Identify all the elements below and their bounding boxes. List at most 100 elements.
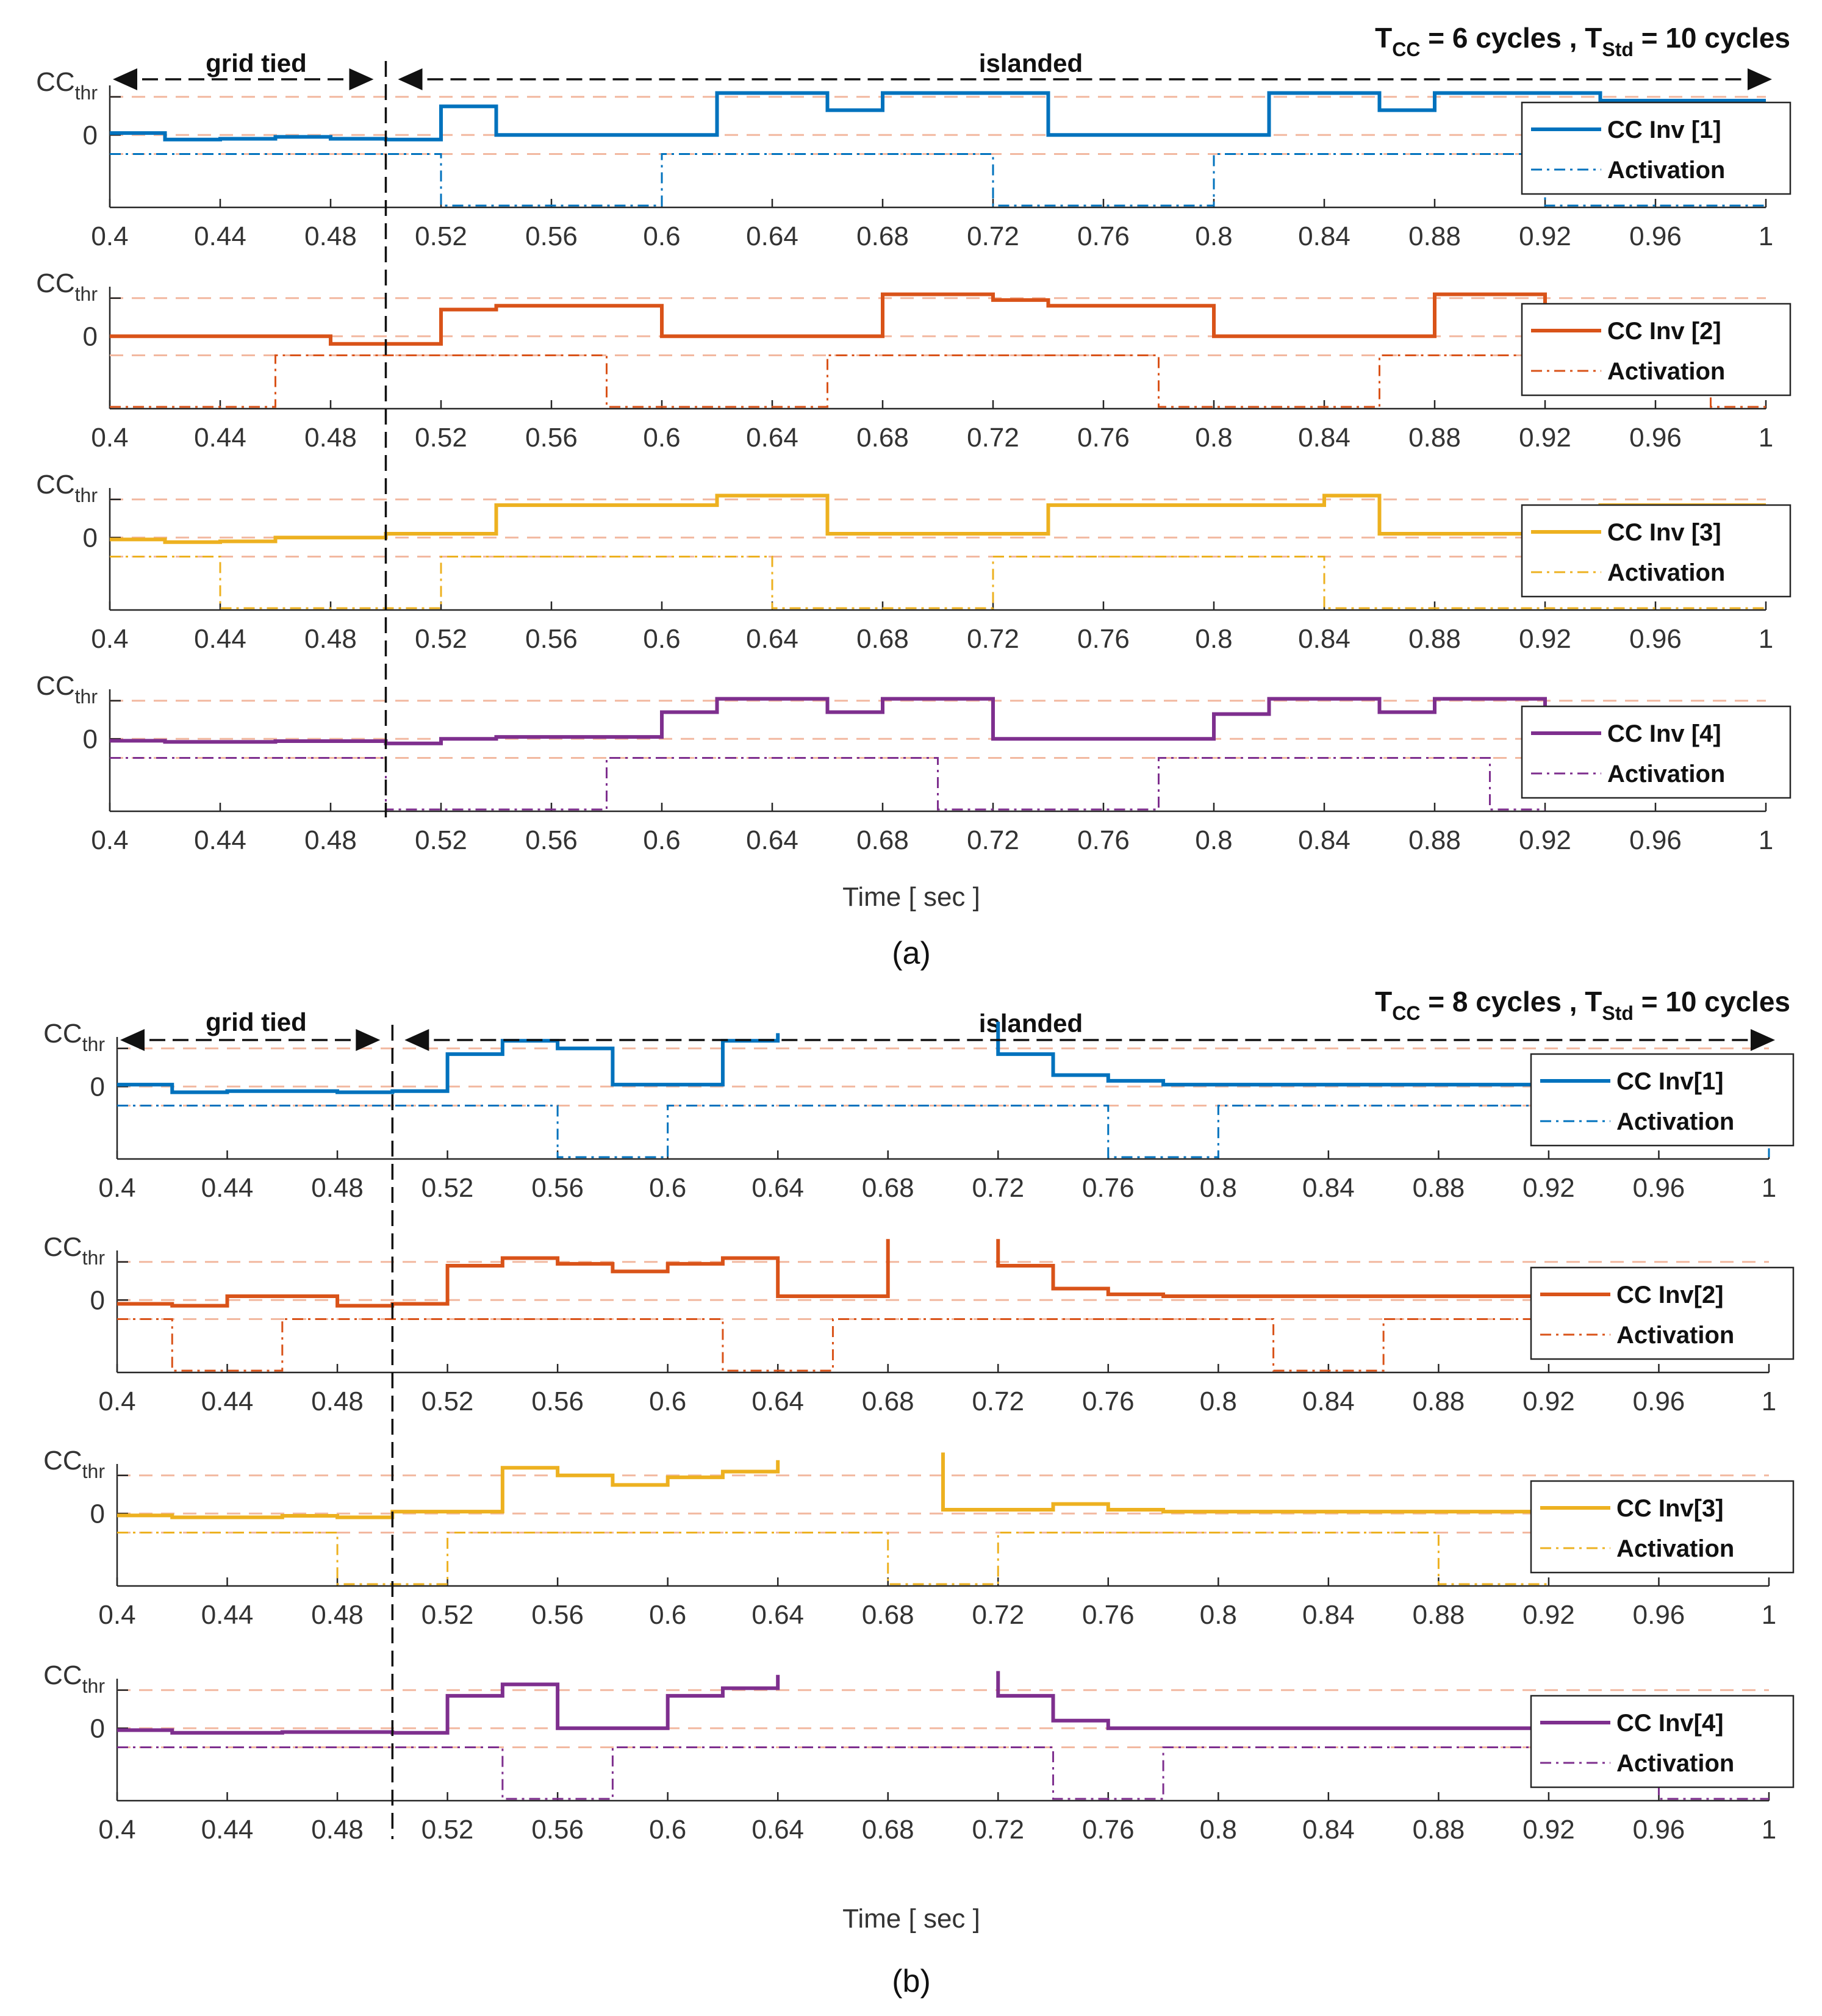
y-tick-label-thr: CCthr — [43, 1232, 105, 1269]
panel-b-islanded-label: islanded — [979, 1009, 1083, 1038]
y-tick-label-zero: 0 — [83, 724, 98, 754]
activation-line — [117, 1105, 1770, 1158]
x-tick-label: 0.4 — [98, 1815, 135, 1845]
grid-tied-arrowhead-left — [113, 68, 137, 90]
x-tick-label: 0.76 — [1082, 1173, 1135, 1203]
cc-line — [110, 292, 1766, 346]
x-tick-label: 0.64 — [746, 624, 798, 654]
x-tick-label: 0.84 — [1298, 825, 1350, 855]
panel-a: TCC = 6 cycles , TStd = 10 cycles grid t… — [36, 22, 1792, 971]
legend-box — [1530, 1053, 1795, 1147]
x-tick-label: 0.64 — [751, 1600, 804, 1630]
y-tick-label-zero: 0 — [90, 1713, 105, 1743]
x-tick-label: 0.44 — [201, 1386, 254, 1416]
legend-activation-label: Activation — [1607, 761, 1725, 787]
x-tick-label: 0.88 — [1408, 423, 1461, 453]
legend-cc-label: CC Inv[1] — [1616, 1068, 1724, 1095]
activation-line — [110, 556, 1766, 609]
x-tick-label: 0.92 — [1519, 825, 1571, 855]
x-tick-label: 0.6 — [649, 1815, 686, 1845]
x-tick-label: 0.72 — [972, 1173, 1024, 1203]
x-tick-label: 0.68 — [856, 423, 909, 453]
panel-b-subplot-1: CCthr 0 0.4 0.44 0.48 0.52 0.56 0.6 0.64 0.68 0.72… — [43, 1019, 1795, 1203]
x-tick-label: 0.72 — [967, 825, 1019, 855]
y-tick-label-thr: CCthr — [43, 1019, 105, 1055]
x-tick-label: 0.68 — [862, 1173, 914, 1203]
x-tick-label: 0.48 — [304, 423, 357, 453]
x-tick-label: 0.96 — [1633, 1600, 1685, 1630]
x-tick-label: 0.92 — [1519, 221, 1571, 251]
y-tick-label-zero: 0 — [83, 120, 98, 150]
x-tick-label: 0.48 — [304, 825, 357, 855]
x-tick-label: 0.64 — [751, 1815, 804, 1845]
panel-b-subplots: CCthr 0 0.4 0.44 0.48 0.52 0.56 0.6 0.64 0.68 0.72… — [43, 1019, 1795, 1845]
panel-a-subplot-1: CCthr 0 0.4 0.44 0.48 0.52 0.56 0.6 0.64 0.68 0.72… — [36, 67, 1792, 251]
panel-b-header: TCC = 8 cycles , TStd = 10 cycles — [1375, 986, 1790, 1024]
legend-cc-label: CC Inv [3] — [1607, 519, 1721, 546]
x-tick-label: 0.68 — [862, 1600, 914, 1630]
legend-box — [1530, 1695, 1795, 1788]
x-tick-label: 0.8 — [1200, 1173, 1237, 1203]
x-tick-label: 0.8 — [1195, 825, 1232, 855]
x-tick-label: 0.88 — [1408, 825, 1461, 855]
x-tick-label: 1 — [1762, 1600, 1776, 1630]
legend-activation-label: Activation — [1607, 358, 1725, 385]
y-tick-label-thr: CCthr — [36, 268, 98, 305]
x-tick-label: 0.4 — [98, 1173, 135, 1203]
x-tick-label: 0.92 — [1523, 1386, 1575, 1416]
cc-line — [110, 91, 1766, 142]
x-tick-label: 0.64 — [746, 221, 798, 251]
x-tick-label: 0.76 — [1077, 221, 1130, 251]
panel-a-islanded-label: islanded — [979, 49, 1083, 77]
x-tick-label: 0.92 — [1519, 624, 1571, 654]
legend-box — [1530, 1480, 1795, 1574]
x-tick-label: 1 — [1759, 423, 1773, 453]
x-tick-label: 0.44 — [201, 1815, 254, 1845]
x-tick-label: 0.84 — [1302, 1386, 1355, 1416]
x-tick-label: 0.84 — [1302, 1600, 1355, 1630]
x-tick-label: 0.6 — [649, 1386, 686, 1416]
x-tick-label: 0.84 — [1298, 221, 1350, 251]
panel-a-subplot-2: CCthr 0 0.4 0.44 0.48 0.52 0.56 0.6 0.64 0.68 0.72… — [36, 268, 1792, 453]
legend-box — [1521, 504, 1792, 598]
x-tick-label: 0.44 — [201, 1173, 254, 1203]
x-tick-label: 0.6 — [643, 825, 680, 855]
legend-cc-label: CC Inv [2] — [1607, 318, 1721, 345]
y-tick-label-zero: 0 — [83, 523, 98, 553]
y-tick-label-zero: 0 — [90, 1285, 105, 1315]
panel-b-caption: (b) — [892, 1964, 931, 1999]
panel-a-grid-tied-label: grid tied — [206, 49, 307, 77]
x-tick-label: 0.96 — [1633, 1815, 1685, 1845]
x-tick-label: 0.96 — [1633, 1173, 1685, 1203]
cc-line — [117, 1671, 1769, 1735]
grid-tied-arrowhead-right — [349, 68, 374, 90]
x-tick-label: 0.64 — [751, 1386, 804, 1416]
legend-box — [1521, 303, 1792, 396]
x-tick-label: 0.56 — [525, 423, 578, 453]
panel-b-subplot-3: CCthr 0 0.4 0.44 0.48 0.52 0.56 0.6 0.64 0.68 0.72… — [43, 1446, 1795, 1630]
x-tick-label: 0.92 — [1519, 423, 1571, 453]
x-tick-label: 1 — [1762, 1815, 1776, 1845]
cc-line — [117, 1239, 1769, 1308]
x-tick-label: 0.92 — [1523, 1600, 1575, 1630]
x-tick-label: 0.48 — [304, 221, 357, 251]
x-tick-label: 0.44 — [194, 221, 246, 251]
x-tick-label: 0.76 — [1082, 1815, 1135, 1845]
activation-line — [117, 1746, 1769, 1800]
y-tick-label-zero: 0 — [83, 321, 98, 351]
x-tick-label: 0.96 — [1633, 1386, 1685, 1416]
y-tick-label-zero: 0 — [90, 1499, 105, 1529]
x-tick-label: 0.88 — [1408, 221, 1461, 251]
x-tick-label: 0.48 — [311, 1815, 364, 1845]
x-tick-label: 1 — [1759, 825, 1773, 855]
x-tick-label: 0.52 — [421, 1173, 474, 1203]
legend-box — [1530, 1266, 1795, 1360]
x-tick-label: 0.84 — [1298, 624, 1350, 654]
x-tick-label: 0.52 — [415, 624, 467, 654]
legend-activation-label: Activation — [1616, 1322, 1734, 1349]
islanded-arrowhead-right — [1751, 1029, 1775, 1051]
x-tick-label: 0.52 — [415, 825, 467, 855]
y-tick-label-thr: CCthr — [36, 671, 98, 708]
x-tick-label: 0.72 — [972, 1815, 1024, 1845]
activation-line — [117, 1318, 1769, 1372]
